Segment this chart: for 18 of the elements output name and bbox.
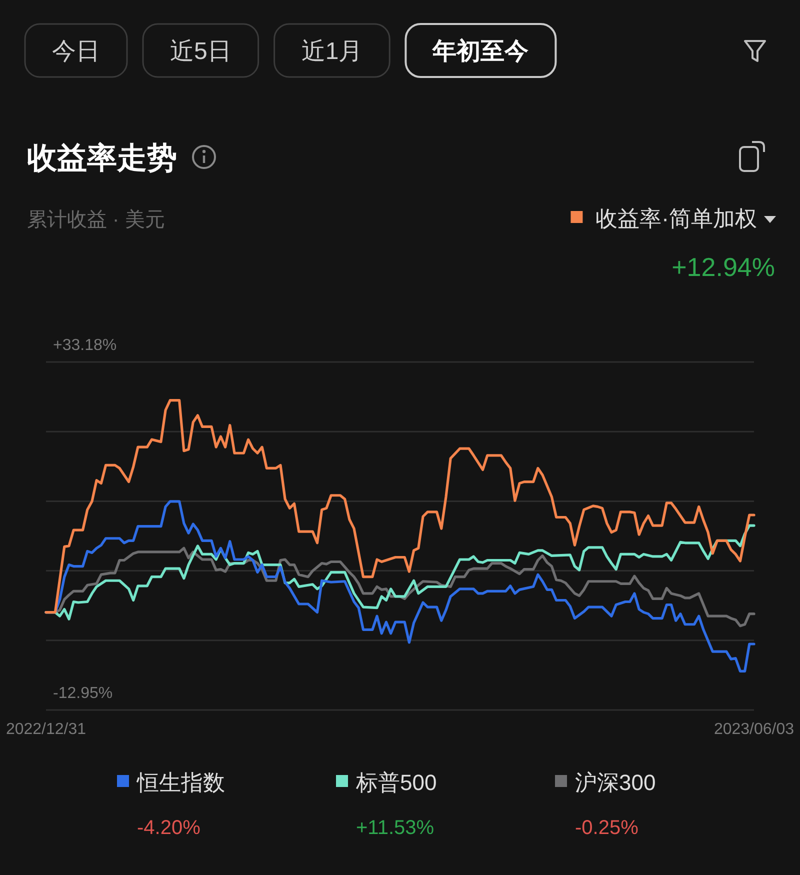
- text: +11.53%: [356, 817, 434, 839]
- text: -0.25%: [575, 817, 639, 839]
- legend-label: 沪深300: [575, 770, 656, 795]
- chart-subtitle: 累计收益 · 美元: [27, 208, 165, 231]
- legend-label: 收益率·简单加权: [596, 206, 757, 231]
- y-tick-label: -12.95%: [53, 685, 113, 702]
- legend-label: 恒生指数: [136, 770, 225, 795]
- text: 近5日: [170, 38, 232, 65]
- text: +12.94%: [672, 252, 775, 282]
- text: -4.20%: [137, 817, 201, 839]
- text: 今日: [52, 38, 100, 65]
- text: 年初至今: [432, 38, 529, 65]
- y-tick-label: +33.18%: [53, 337, 117, 354]
- text: 近1月: [301, 38, 363, 65]
- legend-label: 标普500: [355, 770, 437, 795]
- x-tick-label: 2023/06/03: [714, 721, 794, 738]
- chart-title: 收益率走势: [27, 141, 177, 175]
- x-tick-label: 2022/12/31: [6, 721, 86, 738]
